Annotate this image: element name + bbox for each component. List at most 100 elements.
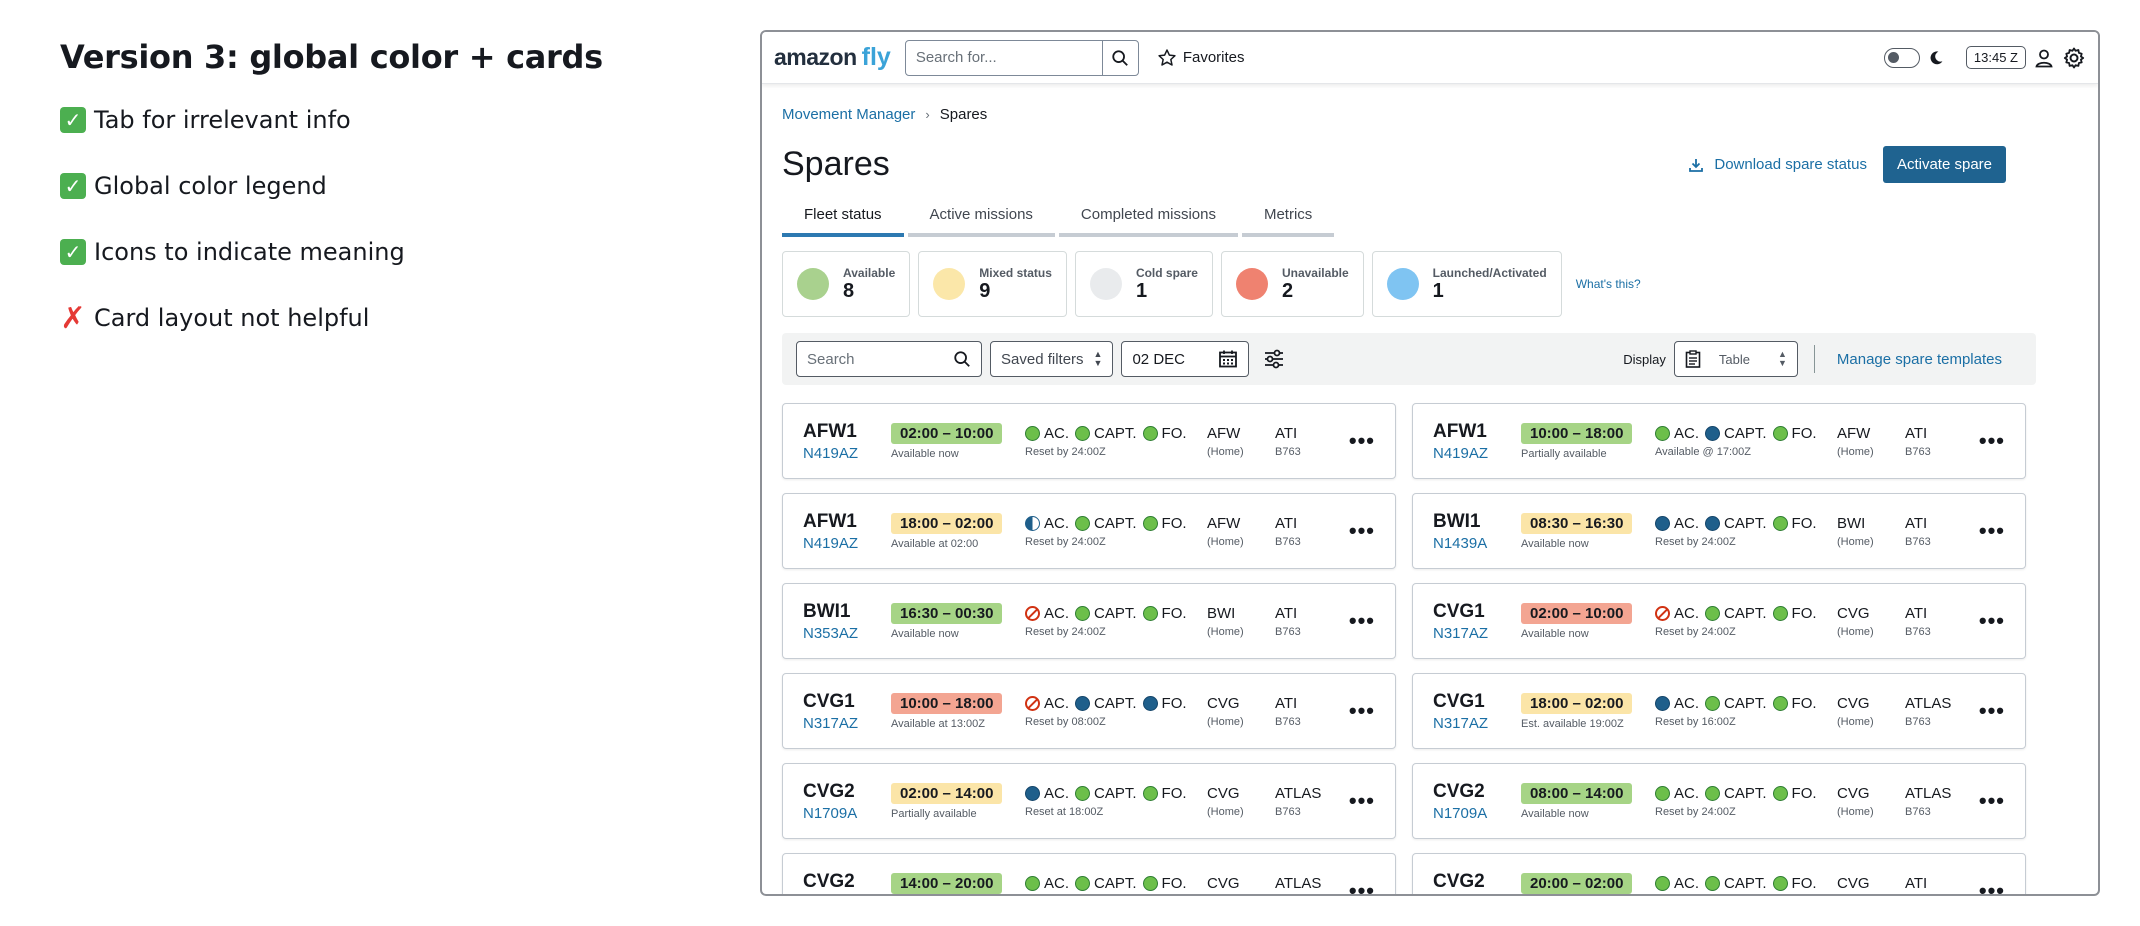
legend-count: 8	[843, 280, 855, 302]
more-options-icon[interactable]: •••	[1348, 698, 1375, 723]
more-options-icon[interactable]: •••	[1978, 608, 2005, 633]
more-options-icon[interactable]: •••	[1348, 788, 1375, 813]
base-home-tag: (Home)	[1837, 535, 1874, 548]
tail-number-link[interactable]: N419AZ	[803, 444, 859, 462]
spare-card[interactable]: BWI1 N353AZ 16:30 – 00:30 Available now AC. C…	[782, 583, 1396, 659]
tail-number-link[interactable]: N419AZ	[803, 534, 859, 552]
legend-card[interactable]: Available 8	[782, 251, 911, 317]
filter-settings-icon[interactable]	[1263, 348, 1285, 370]
spare-operator: ATI B763	[1905, 515, 1973, 548]
aircraft-status-icon	[1025, 425, 1040, 441]
title-actions: Download spare status Activate spare	[1688, 146, 2006, 183]
gear-icon[interactable]	[2062, 46, 2086, 70]
spare-card[interactable]: AFW1 N419AZ 18:00 – 02:00 Available at 02:0…	[782, 493, 1396, 569]
time-window-badge: 02:00 – 14:00	[891, 782, 1003, 804]
date-picker[interactable]: 02 DEC	[1121, 341, 1250, 377]
legend-count: 1	[1432, 280, 1444, 302]
download-spare-status-button[interactable]: Download spare status	[1688, 156, 1867, 173]
global-search	[904, 39, 1139, 76]
tail-number-link[interactable]: N317AZ	[1433, 714, 1489, 732]
first-officer-label: FO.	[1161, 784, 1187, 802]
search-button[interactable]	[1101, 40, 1138, 75]
chevron-updown-icon: ▲ ▼	[1777, 349, 1787, 368]
legend-card[interactable]: Mixed status 9	[918, 251, 1067, 317]
first-officer-status-icon	[1142, 785, 1158, 801]
fleet-type: B763	[1275, 445, 1301, 458]
time-window-badge: 08:30 – 16:30	[1521, 512, 1633, 534]
more-options-icon[interactable]: •••	[1348, 608, 1375, 633]
spare-operator: ATI B763	[1275, 695, 1343, 728]
tail-number-link[interactable]: N1439A	[1433, 534, 1488, 552]
spare-card[interactable]: AFW1 N419AZ 10:00 – 18:00 Partially availab…	[1412, 403, 2026, 479]
crew-status: AC. CAPT. FO. Reset by 08:00Z	[1025, 695, 1207, 728]
captain-label: CAPT.	[1094, 784, 1137, 802]
status-dot-icon	[797, 268, 829, 300]
spare-code: CVG2	[1433, 870, 1485, 892]
legend-card[interactable]: Cold spare 1	[1074, 251, 1213, 317]
spare-base: AFW (Home)	[1207, 425, 1275, 458]
tail-number-link[interactable]: N1709A	[1433, 895, 1521, 897]
tab-active-missions[interactable]: Active missions	[907, 198, 1055, 237]
more-options-icon[interactable]: •••	[1348, 428, 1375, 453]
legend-cards: Available 8 Mixed status 9 Cold spare 1 Unavai…	[782, 251, 1562, 317]
reset-text: Reset by 16:00Z	[1655, 715, 1736, 728]
app-logo[interactable]: amazon fly	[774, 43, 891, 72]
more-options-icon[interactable]: •••	[1978, 518, 2005, 543]
more-options-icon[interactable]: •••	[1978, 878, 2005, 896]
availability-text: Partially available	[891, 807, 977, 820]
tail-number-link[interactable]: N317AZ	[1433, 624, 1489, 642]
more-options-icon[interactable]: •••	[1978, 698, 2005, 723]
manage-spare-templates-link[interactable]: Manage spare templates	[1836, 350, 2002, 368]
filter-search-input[interactable]: Search	[796, 341, 982, 377]
spare-base: AFW (Home)	[1207, 515, 1275, 548]
first-officer-label: FO.	[1161, 424, 1187, 442]
crew-status: AC. CAPT. FO. Reset by 24:00Z	[1025, 605, 1207, 638]
tail-number-link[interactable]: N353AZ	[803, 624, 859, 642]
crew-status: AC. CAPT. FO. Reset by 24:00Z	[1655, 785, 1837, 818]
breadcrumb-movement-manager[interactable]: Movement Manager	[782, 106, 916, 123]
aircraft-label: AC.	[1674, 874, 1700, 892]
spare-card[interactable]: CVG2 N1709A 08:00 – 14:00 Available now AC. C…	[1412, 763, 2026, 839]
spare-base: CVG (Home)	[1837, 875, 1905, 895]
legend-card[interactable]: Unavailable 2	[1220, 251, 1364, 317]
more-options-icon[interactable]: •••	[1978, 428, 2005, 453]
base-code: CVG	[1207, 694, 1240, 712]
spare-code: BWI1	[803, 600, 851, 622]
tab-metrics[interactable]: Metrics	[1241, 198, 1335, 237]
legend-card[interactable]: Launched/Activated 1	[1371, 251, 1562, 317]
dark-mode-toggle[interactable]	[1883, 47, 1920, 68]
aircraft-label: AC.	[1044, 604, 1070, 622]
whats-this-link[interactable]: What's this?	[1575, 277, 1641, 291]
aircraft-label: AC.	[1044, 424, 1070, 442]
more-options-icon[interactable]: •••	[1348, 878, 1375, 896]
saved-filters-select[interactable]: Saved filters ▲ ▼	[990, 341, 1114, 377]
spare-card[interactable]: CVG1 N317AZ 18:00 – 02:00 Est. available 19…	[1412, 673, 2026, 749]
captain-status-icon	[1075, 425, 1091, 441]
more-options-icon[interactable]: •••	[1978, 788, 2005, 813]
tab-bar: Fleet status Active missions Completed mis…	[782, 198, 2078, 237]
tail-number-link[interactable]: N1709A	[1433, 804, 1488, 822]
spare-card[interactable]: CVG1 N317AZ 02:00 – 10:00 Available now AC. C…	[1412, 583, 2026, 659]
spare-card[interactable]: AFW1 N419AZ 02:00 – 10:00 Available now AC. C…	[782, 403, 1396, 479]
tab-completed-missions[interactable]: Completed missions	[1058, 198, 1238, 237]
tail-number-link[interactable]: N419AZ	[1433, 444, 1489, 462]
spare-card[interactable]: BWI1 N1439A 08:30 – 16:30 Available now AC. C…	[1412, 493, 2026, 569]
global-search-input[interactable]	[905, 40, 1102, 75]
logo-wordmark: amazon	[774, 44, 857, 70]
display-select[interactable]: Table ▲ ▼	[1673, 341, 1798, 377]
check-mark-icon: ✓	[60, 107, 86, 133]
reset-text: Reset by 24:00Z	[1655, 535, 1736, 548]
more-options-icon[interactable]: •••	[1348, 518, 1375, 543]
user-icon[interactable]	[2034, 48, 2054, 68]
tab-fleet-status[interactable]: Fleet status	[782, 198, 904, 237]
activate-spare-button[interactable]: Activate spare	[1882, 146, 2006, 183]
favorites-button[interactable]: Favorites	[1157, 48, 1245, 68]
spare-card[interactable]: CVG2 N1709A 02:00 – 14:00 Partially availab…	[782, 763, 1396, 839]
calendar-icon	[1219, 350, 1238, 368]
tail-number-link[interactable]: N1709A	[803, 895, 891, 897]
spare-card[interactable]: CVG1 N317AZ 10:00 – 18:00 Available at 13:0…	[782, 673, 1396, 749]
tail-number-link[interactable]: N1709A	[803, 804, 858, 822]
tail-number-link[interactable]: N317AZ	[803, 714, 859, 732]
